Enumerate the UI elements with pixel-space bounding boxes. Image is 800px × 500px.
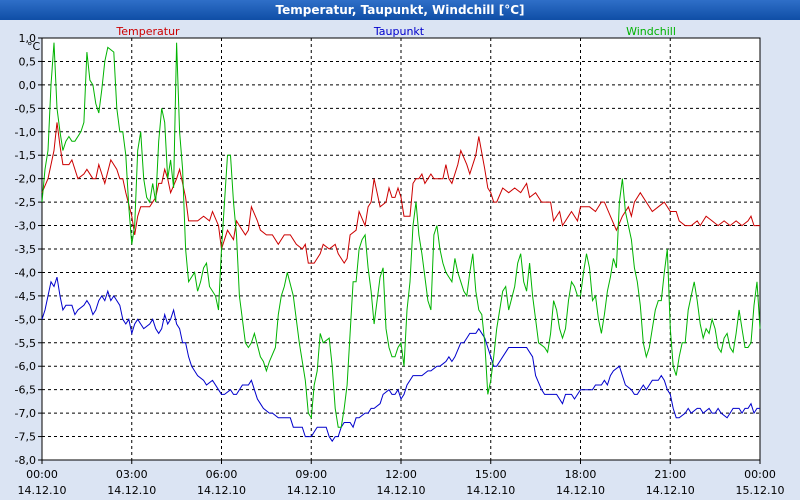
- x-axis-ticks: 00:00 14.12.10 03:00 14.12.10 06:00 14.12.10 0…: [18, 460, 785, 497]
- y-tick-label: -4,5: [15, 290, 36, 303]
- y-tick-label: 0,0: [19, 79, 37, 92]
- x-tick-time: 00:00: [744, 468, 776, 481]
- y-tick-label: -6,0: [15, 360, 36, 373]
- x-tick-time: 18:00: [565, 468, 597, 481]
- x-tick-date: 14.12.10: [287, 484, 336, 497]
- y-tick-label: -5,0: [15, 313, 36, 326]
- legend-taupunkt: Taupunkt: [373, 25, 425, 38]
- y-tick-label: -2,0: [15, 173, 36, 186]
- legend-temperatur: Temperatur: [115, 25, 180, 38]
- legend: Temperatur Taupunkt Windchill: [115, 25, 676, 38]
- x-tick-time: 12:00: [385, 468, 417, 481]
- x-tick-time: 21:00: [654, 468, 686, 481]
- y-axis-ticks: 1,0 0,5 0,0 -0,5 -1,0 -1,5 -2,0 -2,5 -3,0 -3,5 -4,…: [15, 32, 42, 467]
- x-tick-date: 14.12.10: [18, 484, 67, 497]
- y-tick-label: -4,0: [15, 266, 36, 279]
- y-tick-label: -1,5: [15, 149, 36, 162]
- y-tick-label: -5,5: [15, 337, 36, 350]
- x-tick-date: 14.12.10: [466, 484, 515, 497]
- y-tick-label: -1,0: [15, 126, 36, 139]
- x-tick-time: 00:00: [26, 468, 58, 481]
- y-tick-label: -6,5: [15, 384, 36, 397]
- series-line-taupunkt: [41, 276, 760, 443]
- x-tick-time: 06:00: [206, 468, 238, 481]
- x-tick-time: 15:00: [475, 468, 507, 481]
- x-tick-time: 03:00: [116, 468, 148, 481]
- y-tick-label: -8,0: [15, 454, 36, 467]
- y-tick-label: -7,0: [15, 407, 36, 420]
- y-tick-label: 0,5: [19, 55, 37, 68]
- x-tick-date: 14.12.10: [197, 484, 246, 497]
- y-axis-label: °C: [27, 40, 41, 53]
- y-tick-label: -0,5: [15, 102, 36, 115]
- y-tick-label: -3,5: [15, 243, 36, 256]
- chart-title: Temperatur, Taupunkt, Windchill [°C]: [0, 0, 800, 20]
- legend-windchill: Windchill: [626, 25, 676, 38]
- x-tick-date: 15.12.10: [736, 484, 785, 497]
- series-line-windchill: [41, 42, 761, 428]
- x-tick-time: 09:00: [295, 468, 327, 481]
- y-tick-label: -3,0: [15, 220, 36, 233]
- y-tick-label: 1,0: [19, 32, 37, 45]
- y-tick-label: -2,5: [15, 196, 36, 209]
- series-lines: [41, 42, 761, 443]
- y-tick-label: -7,5: [15, 431, 36, 444]
- x-tick-date: 14.12.10: [377, 484, 426, 497]
- x-tick-date: 14.12.10: [107, 484, 156, 497]
- x-tick-date: 14.12.10: [556, 484, 605, 497]
- x-tick-date: 14.12.10: [646, 484, 695, 497]
